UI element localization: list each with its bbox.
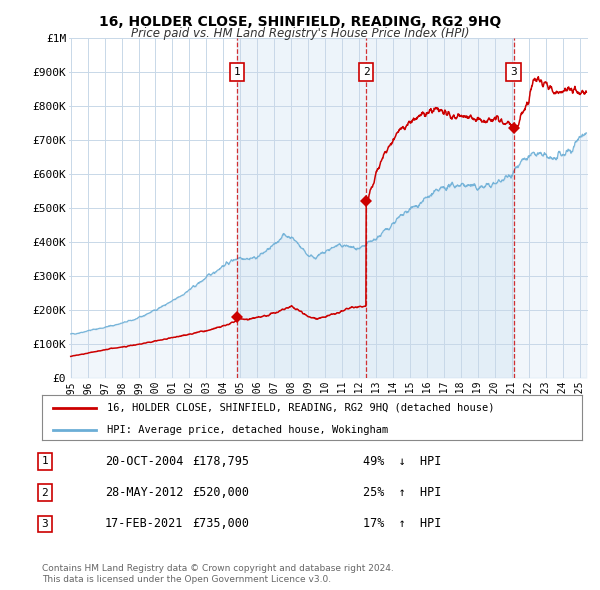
Text: HPI: Average price, detached house, Wokingham: HPI: Average price, detached house, Woki… xyxy=(107,425,388,435)
Text: 28-MAY-2012: 28-MAY-2012 xyxy=(105,486,184,499)
Text: £520,000: £520,000 xyxy=(192,486,249,499)
Text: 1: 1 xyxy=(233,67,240,77)
Text: £178,795: £178,795 xyxy=(192,455,249,468)
Text: 20-OCT-2004: 20-OCT-2004 xyxy=(105,455,184,468)
Text: 3: 3 xyxy=(511,67,517,77)
Text: Contains HM Land Registry data © Crown copyright and database right 2024.: Contains HM Land Registry data © Crown c… xyxy=(42,565,394,573)
Text: 17%  ↑  HPI: 17% ↑ HPI xyxy=(363,517,442,530)
Bar xyxy=(237,38,514,378)
Text: 1: 1 xyxy=(41,457,49,466)
Text: 2: 2 xyxy=(363,67,370,77)
Text: 25%  ↑  HPI: 25% ↑ HPI xyxy=(363,486,442,499)
Text: 17-FEB-2021: 17-FEB-2021 xyxy=(105,517,184,530)
Text: 16, HOLDER CLOSE, SHINFIELD, READING, RG2 9HQ: 16, HOLDER CLOSE, SHINFIELD, READING, RG… xyxy=(99,15,501,29)
Text: 16, HOLDER CLOSE, SHINFIELD, READING, RG2 9HQ (detached house): 16, HOLDER CLOSE, SHINFIELD, READING, RG… xyxy=(107,403,494,412)
Text: £735,000: £735,000 xyxy=(192,517,249,530)
Text: Price paid vs. HM Land Registry's House Price Index (HPI): Price paid vs. HM Land Registry's House … xyxy=(131,27,469,40)
Text: 3: 3 xyxy=(41,519,49,529)
Text: 2: 2 xyxy=(41,488,49,497)
Text: This data is licensed under the Open Government Licence v3.0.: This data is licensed under the Open Gov… xyxy=(42,575,331,584)
Text: 49%  ↓  HPI: 49% ↓ HPI xyxy=(363,455,442,468)
